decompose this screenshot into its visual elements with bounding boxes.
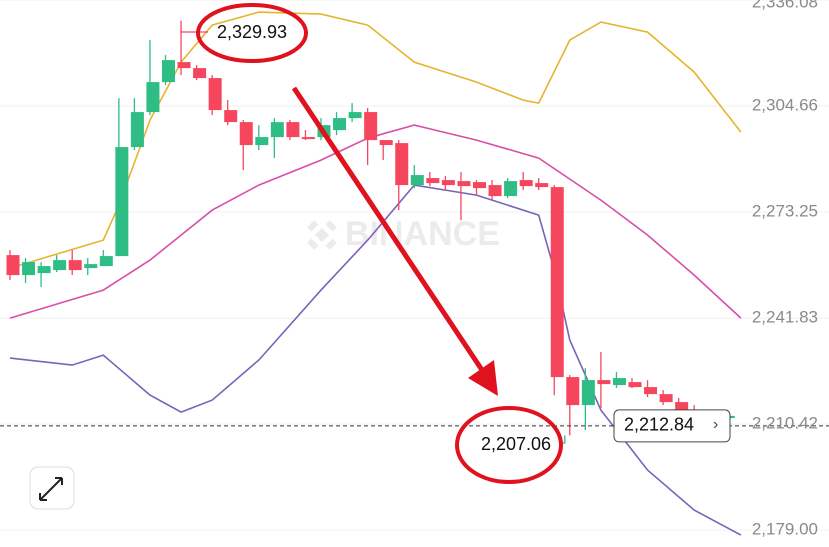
candle-body bbox=[68, 260, 82, 271]
y-tick-label: 2,179.00 bbox=[752, 520, 818, 539]
candle-body bbox=[255, 137, 269, 146]
highlight-circle bbox=[455, 406, 563, 484]
indicator-line bbox=[9, 124, 742, 319]
candle-body bbox=[270, 122, 284, 138]
candle-body bbox=[441, 180, 455, 186]
candle-body bbox=[177, 62, 191, 69]
candle-body bbox=[535, 183, 549, 188]
trend-arrowhead bbox=[468, 360, 498, 396]
candle-body bbox=[644, 387, 658, 395]
candle-body bbox=[612, 378, 626, 386]
high-connector bbox=[180, 30, 208, 33]
candle-body bbox=[239, 122, 253, 146]
y-tick-label: 2,273.25 bbox=[752, 202, 818, 221]
candle-body bbox=[581, 380, 595, 406]
candle-body bbox=[550, 187, 564, 378]
candle-body bbox=[473, 182, 486, 189]
candle-body bbox=[628, 382, 642, 388]
candle-body bbox=[488, 185, 502, 197]
candle-body bbox=[675, 402, 689, 411]
candle-body bbox=[193, 68, 207, 79]
candle-body bbox=[333, 118, 347, 131]
highlight-circle bbox=[196, 3, 308, 63]
candle-body bbox=[426, 178, 440, 184]
indicator-line bbox=[9, 11, 742, 269]
watermark-text: BINANCE bbox=[345, 215, 500, 253]
candle-body bbox=[208, 78, 222, 111]
candle-body bbox=[146, 82, 160, 113]
candle-body bbox=[130, 112, 144, 148]
candle-body bbox=[348, 112, 362, 119]
y-tick-label: 2,336.08 bbox=[752, 0, 818, 11]
y-tick-label: 2,304.66 bbox=[752, 96, 818, 115]
candle-body bbox=[84, 264, 98, 269]
watermark: BINANCE bbox=[307, 215, 500, 253]
candle-body bbox=[410, 175, 424, 186]
candle-body bbox=[53, 260, 67, 271]
high-label: 2,329.93 bbox=[217, 22, 287, 42]
candle-body bbox=[6, 255, 20, 276]
candle-body bbox=[224, 110, 238, 123]
low-label: 2,207.06 bbox=[481, 434, 551, 454]
expand-icon bbox=[39, 477, 63, 501]
candle-body bbox=[597, 380, 611, 385]
candle-body bbox=[99, 256, 113, 267]
trend-arrow bbox=[291, 86, 485, 372]
price-tag bbox=[613, 409, 731, 443]
candle-body bbox=[395, 143, 409, 186]
y-tick-label: 2,241.83 bbox=[752, 308, 818, 327]
candle-body bbox=[504, 181, 518, 197]
indicator-line bbox=[9, 184, 742, 536]
candle-body bbox=[379, 140, 393, 146]
candle-body bbox=[301, 137, 315, 140]
candle-body bbox=[22, 262, 36, 276]
watermark-logo bbox=[307, 220, 337, 250]
candle-body bbox=[659, 394, 673, 403]
candle-body bbox=[37, 266, 51, 274]
y-tick-label: 2,210.42 bbox=[752, 414, 818, 433]
candle-body bbox=[115, 147, 129, 257]
price-tag-label: 2,212.84 bbox=[624, 415, 694, 435]
candle-body bbox=[286, 122, 300, 138]
price-tag-chevron: › bbox=[713, 416, 718, 433]
candle-body bbox=[364, 112, 378, 141]
candle-body bbox=[162, 60, 175, 83]
candle-body bbox=[519, 180, 533, 187]
candle-body bbox=[566, 377, 580, 406]
candle-body bbox=[457, 181, 471, 187]
